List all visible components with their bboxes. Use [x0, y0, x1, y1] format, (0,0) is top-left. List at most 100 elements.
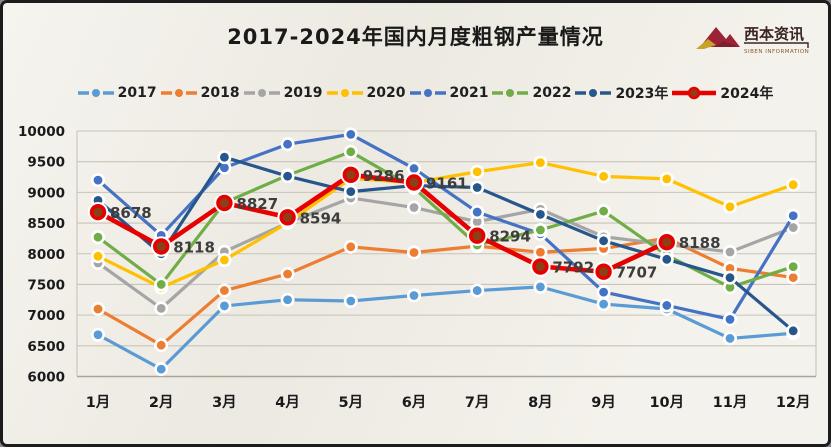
data-point-core — [788, 273, 798, 282]
series-line — [96, 285, 795, 371]
data-point-core — [346, 187, 356, 197]
data-point-core — [536, 247, 545, 257]
data-point-core — [788, 180, 798, 190]
legend-item-2019: 2019 — [243, 85, 323, 101]
legend-item-2018: 2018 — [160, 85, 240, 101]
x-tick-label: 4月 — [275, 394, 300, 411]
siben-logo: 西本资讯 SIBEN INFORMATION — [696, 25, 809, 55]
legend-marker-icon — [575, 89, 612, 97]
data-point-core — [220, 286, 229, 295]
y-tick-label: 6500 — [27, 339, 65, 355]
data-point-core — [283, 295, 292, 305]
data-point-core — [536, 225, 545, 235]
legend-label: 2019 — [283, 85, 323, 101]
data-point-core — [220, 152, 229, 162]
x-tick-label: 2月 — [149, 394, 174, 411]
series-line — [96, 132, 795, 321]
data-point-core — [725, 202, 735, 212]
x-tick-label: 9月 — [591, 394, 616, 411]
data-point-core — [283, 139, 292, 149]
data-point-core — [472, 207, 482, 217]
data-point-core — [725, 282, 735, 292]
data-point-core — [346, 129, 356, 139]
data-point-core — [409, 177, 419, 188]
y-tick-label: 6000 — [27, 370, 65, 386]
mountain-icon — [696, 27, 740, 49]
legend-item-2020: 2020 — [326, 85, 406, 101]
data-point-core — [93, 207, 103, 217]
legend-marker-icon — [492, 89, 529, 97]
data-point-core — [156, 241, 166, 252]
data-point-core — [788, 326, 798, 336]
legend-item-2024: 2024年 — [672, 83, 773, 103]
data-point-core — [283, 171, 292, 181]
data-point-core — [346, 147, 356, 157]
data-label: 8827 — [236, 195, 278, 213]
series-line — [96, 236, 795, 347]
legend-marker-icon — [160, 89, 197, 97]
data-point-core — [662, 301, 672, 310]
y-tick-label: 7500 — [27, 277, 65, 293]
legend-label: 2018 — [200, 85, 240, 101]
x-tick-label: 8月 — [528, 394, 553, 411]
x-tick-label: 3月 — [212, 394, 237, 411]
data-point-core — [346, 242, 356, 252]
legend-label: 2022 — [532, 85, 572, 101]
data-point-core — [788, 211, 798, 221]
y-tick-label: 8000 — [27, 247, 65, 263]
data-label: 8188 — [679, 234, 721, 252]
data-point-core — [788, 223, 798, 232]
data-point-core — [346, 170, 356, 180]
data-point-core — [536, 282, 545, 292]
data-label: 8678 — [110, 204, 152, 222]
data-point-core — [472, 217, 482, 227]
data-label: 8594 — [300, 209, 342, 227]
series-line — [96, 150, 795, 289]
series-2021 — [91, 127, 801, 327]
legend-marker-icon — [77, 89, 114, 97]
legend-marker-icon — [409, 89, 446, 97]
data-point-core — [662, 174, 672, 184]
data-point-core — [535, 261, 546, 272]
data-point-core — [409, 248, 419, 257]
legend-label: 2023年 — [615, 86, 669, 102]
legend-marker-icon — [672, 86, 717, 100]
data-point-core — [220, 301, 229, 311]
y-tick-label: 8500 — [27, 216, 65, 232]
data-point-core — [472, 183, 482, 192]
y-tick-label: 7000 — [27, 308, 65, 324]
data-point-core — [472, 231, 482, 241]
data-point-core — [472, 286, 482, 295]
data-point-core — [725, 263, 735, 273]
data-point-core — [346, 296, 356, 306]
data-point-core — [409, 203, 419, 212]
data-point-core — [599, 171, 608, 181]
data-point-core — [599, 236, 608, 246]
data-label: 9286 — [363, 167, 405, 185]
legend-marker-icon — [326, 89, 363, 97]
data-point-core — [93, 175, 103, 185]
legend-item-2022: 2022 — [492, 85, 571, 101]
data-point-core — [662, 254, 672, 264]
series-2017 — [91, 279, 801, 377]
data-point-core — [156, 340, 166, 350]
legend-label: 2021 — [449, 85, 489, 101]
data-point-core — [93, 251, 103, 261]
data-label: 8118 — [173, 239, 215, 257]
data-point-core — [662, 237, 672, 247]
legend-label: 2020 — [366, 85, 406, 101]
logo-subtitle: SIBEN INFORMATION — [744, 49, 809, 55]
x-tick-label: 10月 — [649, 394, 684, 411]
data-point-core — [156, 303, 166, 313]
data-point-core — [409, 164, 419, 173]
y-tick-label: 10000 — [18, 124, 65, 140]
legend-item-2021: 2021 — [409, 85, 489, 101]
data-point-core — [725, 314, 735, 324]
x-tick-label: 11月 — [713, 394, 748, 411]
data-point-core — [536, 158, 545, 168]
series-2024 — [87, 164, 677, 282]
y-tick-label: 9000 — [27, 185, 65, 201]
series-line — [95, 172, 670, 275]
data-point-core — [156, 364, 166, 374]
